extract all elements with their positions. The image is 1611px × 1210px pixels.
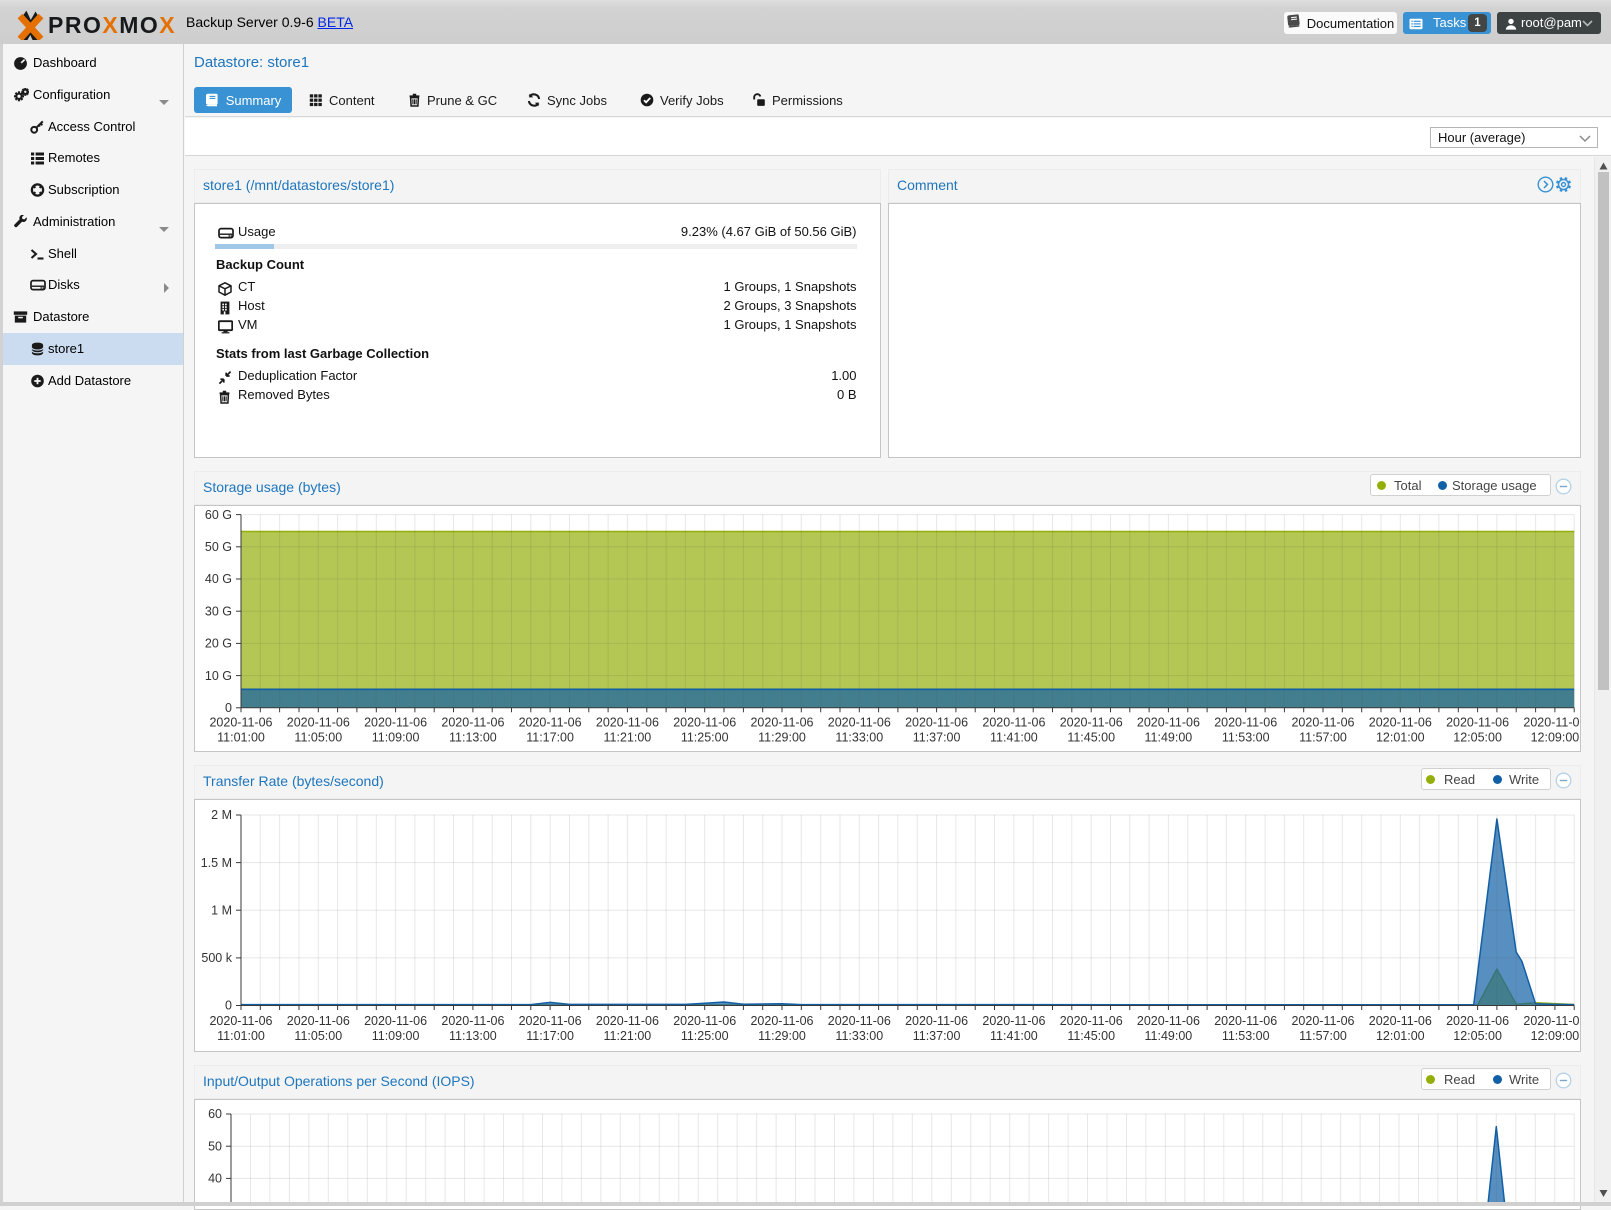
svg-text:2020-11-06: 2020-11-06 bbox=[982, 1014, 1045, 1028]
svg-text:2020-11-06: 2020-11-06 bbox=[209, 716, 272, 730]
svg-text:2020-11-06: 2020-11-06 bbox=[441, 716, 504, 730]
svg-text:2020-11-06: 2020-11-06 bbox=[287, 716, 350, 730]
svg-text:2020-11-06: 2020-11-06 bbox=[287, 1014, 350, 1028]
svg-text:2020-11-06: 2020-11-06 bbox=[1291, 716, 1354, 730]
svg-text:2020-11-06: 2020-11-06 bbox=[1446, 716, 1509, 730]
svg-text:20 G: 20 G bbox=[205, 637, 232, 651]
svg-text:11:49:00: 11:49:00 bbox=[1145, 731, 1193, 745]
svg-text:11:57:00: 11:57:00 bbox=[1299, 1029, 1347, 1043]
svg-text:11:05:00: 11:05:00 bbox=[294, 731, 342, 745]
svg-text:50 G: 50 G bbox=[205, 540, 232, 554]
svg-text:11:01:00: 11:01:00 bbox=[217, 731, 265, 745]
svg-text:2020-11-06: 2020-11-06 bbox=[209, 1014, 272, 1028]
svg-text:30 G: 30 G bbox=[205, 604, 232, 618]
svg-text:2020-11-06: 2020-11-06 bbox=[519, 1014, 582, 1028]
svg-text:11:45:00: 11:45:00 bbox=[1067, 1029, 1115, 1043]
svg-text:12:05:00: 12:05:00 bbox=[1453, 731, 1502, 745]
svg-text:2020-11-06: 2020-11-06 bbox=[1137, 716, 1200, 730]
svg-text:12:01:00: 12:01:00 bbox=[1376, 731, 1425, 745]
svg-text:2020-11-06: 2020-11-06 bbox=[519, 716, 582, 730]
svg-text:11:37:00: 11:37:00 bbox=[913, 731, 961, 745]
svg-text:0: 0 bbox=[225, 999, 232, 1013]
svg-text:11:45:00: 11:45:00 bbox=[1067, 731, 1115, 745]
svg-text:11:57:00: 11:57:00 bbox=[1299, 731, 1347, 745]
svg-text:11:29:00: 11:29:00 bbox=[758, 1029, 806, 1043]
svg-text:40 G: 40 G bbox=[205, 572, 232, 586]
svg-text:2020-11-06: 2020-11-06 bbox=[1060, 716, 1123, 730]
svg-text:11:25:00: 11:25:00 bbox=[681, 731, 729, 745]
svg-text:2020-11-06: 2020-11-06 bbox=[982, 716, 1045, 730]
svg-text:2020-11-06: 2020-11-06 bbox=[596, 716, 659, 730]
svg-text:11:33:00: 11:33:00 bbox=[835, 1029, 883, 1043]
svg-text:2020-11-06: 2020-11-06 bbox=[1369, 1014, 1432, 1028]
svg-text:11:01:00: 11:01:00 bbox=[217, 1029, 265, 1043]
svg-text:11:09:00: 11:09:00 bbox=[372, 731, 420, 745]
svg-text:2020-11-06: 2020-11-06 bbox=[828, 716, 891, 730]
svg-text:2020-11-06: 2020-11-06 bbox=[1446, 1014, 1509, 1028]
svg-text:11:53:00: 11:53:00 bbox=[1222, 1029, 1270, 1043]
svg-text:50: 50 bbox=[208, 1139, 222, 1153]
svg-text:2 M: 2 M bbox=[211, 808, 232, 822]
svg-text:11:13:00: 11:13:00 bbox=[449, 1029, 497, 1043]
svg-text:12:09:00: 12:09:00 bbox=[1531, 731, 1580, 745]
svg-text:12:09:00: 12:09:00 bbox=[1531, 1029, 1580, 1043]
svg-text:11:21:00: 11:21:00 bbox=[604, 731, 652, 745]
svg-text:2020-11-06: 2020-11-06 bbox=[1369, 716, 1432, 730]
svg-text:11:17:00: 11:17:00 bbox=[526, 1029, 574, 1043]
svg-text:11:37:00: 11:37:00 bbox=[913, 1029, 961, 1043]
svg-text:2020-11-06: 2020-11-06 bbox=[1137, 1014, 1200, 1028]
svg-text:0: 0 bbox=[225, 701, 232, 715]
svg-text:500 k: 500 k bbox=[201, 951, 232, 965]
svg-text:12:05:00: 12:05:00 bbox=[1453, 1029, 1502, 1043]
svg-text:11:25:00: 11:25:00 bbox=[681, 1029, 729, 1043]
svg-text:2020-11-06: 2020-11-06 bbox=[596, 1014, 659, 1028]
svg-text:11:17:00: 11:17:00 bbox=[526, 731, 574, 745]
svg-text:2020-11-06: 2020-11-06 bbox=[673, 1014, 736, 1028]
svg-text:2020-11-06: 2020-11-06 bbox=[1523, 716, 1580, 730]
svg-text:2020-11-06: 2020-11-06 bbox=[828, 1014, 891, 1028]
svg-text:1.5 M: 1.5 M bbox=[201, 856, 232, 870]
svg-text:1 M: 1 M bbox=[211, 903, 232, 917]
svg-text:2020-11-06: 2020-11-06 bbox=[364, 716, 427, 730]
svg-text:2020-11-06: 2020-11-06 bbox=[905, 1014, 968, 1028]
svg-text:PROXMOX: PROXMOX bbox=[48, 12, 176, 38]
svg-text:11:09:00: 11:09:00 bbox=[372, 1029, 420, 1043]
svg-text:2020-11-06: 2020-11-06 bbox=[1214, 716, 1277, 730]
svg-text:2020-11-06: 2020-11-06 bbox=[1291, 1014, 1354, 1028]
svg-text:2020-11-06: 2020-11-06 bbox=[1214, 1014, 1277, 1028]
svg-text:2020-11-06: 2020-11-06 bbox=[750, 716, 813, 730]
svg-text:11:13:00: 11:13:00 bbox=[449, 731, 497, 745]
svg-text:40: 40 bbox=[208, 1172, 222, 1186]
svg-text:11:41:00: 11:41:00 bbox=[990, 1029, 1038, 1043]
svg-text:10 G: 10 G bbox=[205, 669, 232, 683]
svg-text:11:53:00: 11:53:00 bbox=[1222, 731, 1270, 745]
svg-text:60: 60 bbox=[208, 1107, 222, 1121]
svg-text:2020-11-06: 2020-11-06 bbox=[905, 716, 968, 730]
svg-text:11:49:00: 11:49:00 bbox=[1145, 1029, 1193, 1043]
svg-text:2020-11-06: 2020-11-06 bbox=[673, 716, 736, 730]
svg-text:11:33:00: 11:33:00 bbox=[835, 731, 883, 745]
svg-text:60 G: 60 G bbox=[205, 508, 232, 522]
svg-text:2020-11-06: 2020-11-06 bbox=[364, 1014, 427, 1028]
svg-text:12:01:00: 12:01:00 bbox=[1376, 1029, 1425, 1043]
svg-text:2020-11-06: 2020-11-06 bbox=[1060, 1014, 1123, 1028]
svg-text:11:05:00: 11:05:00 bbox=[294, 1029, 342, 1043]
svg-text:2020-11-06: 2020-11-06 bbox=[1523, 1014, 1580, 1028]
svg-text:2020-11-06: 2020-11-06 bbox=[750, 1014, 813, 1028]
svg-text:11:41:00: 11:41:00 bbox=[990, 731, 1038, 745]
svg-text:11:21:00: 11:21:00 bbox=[604, 1029, 652, 1043]
svg-text:2020-11-06: 2020-11-06 bbox=[441, 1014, 504, 1028]
svg-text:11:29:00: 11:29:00 bbox=[758, 731, 806, 745]
